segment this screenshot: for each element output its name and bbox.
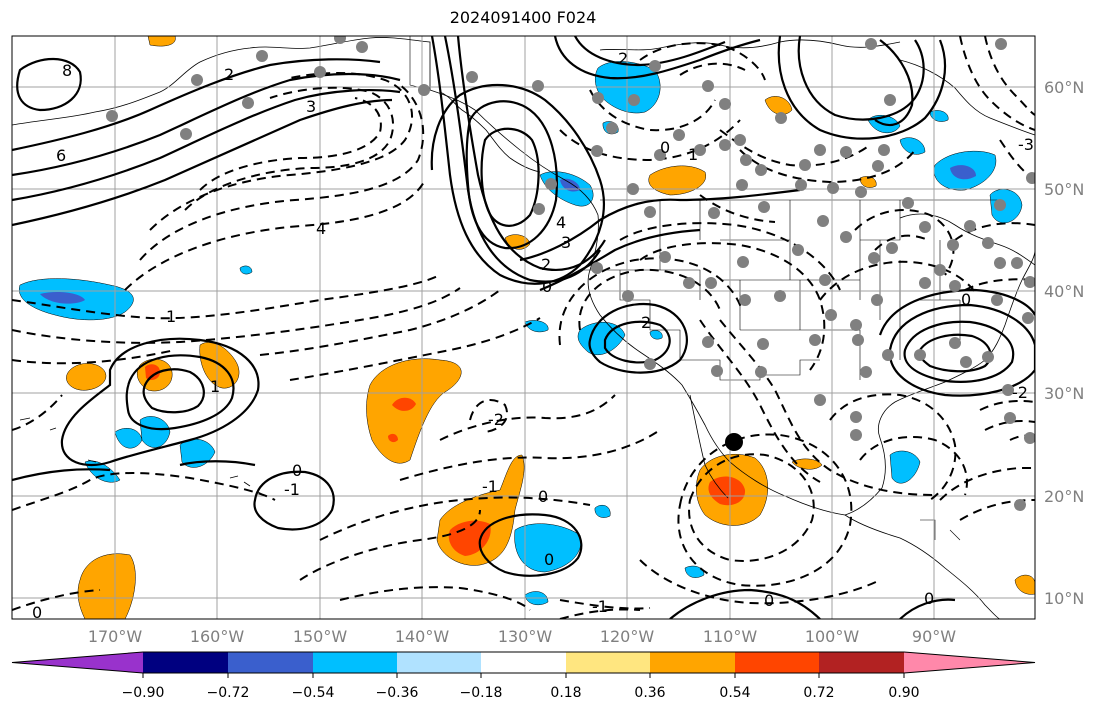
- lat-label-30n: 30°N: [1044, 384, 1084, 403]
- contour-label-4: 4: [316, 219, 326, 238]
- lat-label-20n: 20°N: [1044, 487, 1084, 506]
- contour-label-minus1-center: -1: [482, 477, 498, 496]
- colorbar: [11, 651, 1036, 674]
- colorbar-segment: [228, 652, 313, 673]
- contour-label-1: 1: [166, 307, 176, 326]
- station-dots: [106, 36, 1035, 511]
- positive-contours: [12, 36, 1035, 619]
- colorbar-tick-label: −0.54: [292, 685, 335, 701]
- contour-label-0-center: 0: [538, 487, 548, 506]
- lon-label-130w: 130°W: [498, 627, 553, 646]
- colorbar-tick-labels: −0.90 −0.72 −0.54 −0.36 −0.18 0.18 0.36 0.54 0.7…: [122, 673, 920, 701]
- lon-label-170w: 170°W: [88, 627, 143, 646]
- longitude-labels: 170°W 160°W 150°W 140°W 130°W 120°W 110°…: [88, 627, 956, 646]
- lat-label-10n: 10°N: [1044, 589, 1084, 608]
- contour-label-2-top: 2: [224, 65, 234, 84]
- lon-label-140w: 140°W: [395, 627, 450, 646]
- colorbar-tick-label: −0.90: [122, 685, 165, 701]
- colorbar-segment: [481, 652, 566, 673]
- colorbar-tick-label: 0.72: [803, 685, 834, 701]
- colorbar-segment: [397, 652, 481, 673]
- contour-label-8: 8: [62, 61, 72, 80]
- colorbar-extend-max: [904, 652, 1035, 673]
- contour-label-minus2: -2: [488, 410, 504, 429]
- contour-label-0-bottom: 0: [764, 591, 774, 610]
- contour-label-2: 2: [541, 255, 551, 274]
- contour-label-6: 6: [56, 146, 66, 165]
- contour-label-minus2-east: -2: [1012, 383, 1028, 402]
- contour-label-0-north: 0: [660, 138, 670, 157]
- colorbar-segment: [313, 652, 397, 673]
- map-area: [12, 36, 1035, 619]
- contour-label-3-coast: 3: [561, 233, 571, 252]
- contour-label-minus1-south: -1: [592, 597, 608, 616]
- contour-label-minus3: -3: [1018, 135, 1034, 154]
- map-frame: [11, 35, 1036, 620]
- lat-label-50n: 50°N: [1044, 180, 1084, 199]
- lon-label-110w: 110°W: [703, 627, 758, 646]
- latitude-labels: 60°N 50°N 40°N 30°N 20°N 10°N: [1044, 78, 1084, 608]
- colorbar-segment: [566, 652, 650, 673]
- colorbar-tick-label: 0.54: [719, 685, 750, 701]
- contour-label-0-gulf: 0: [924, 589, 934, 608]
- contour-label-2-socal: 2: [641, 313, 651, 332]
- contour-labels: 8 6 4 4 3 3 2 2 2 2 1 1 1 0 0 0 0 0 0 0 …: [32, 49, 1034, 622]
- lon-label-150w: 150°W: [293, 627, 348, 646]
- colorbar-tick-label: −0.18: [460, 685, 503, 701]
- contour-label-0-south: 0: [544, 550, 554, 569]
- negative-contours: [12, 36, 1035, 619]
- colorbar-tick-label: −0.72: [207, 685, 250, 701]
- lon-label-90w: 90°W: [912, 627, 956, 646]
- contour-label-1-west: 1: [210, 377, 220, 396]
- colorbar-tick-label: 0.18: [550, 685, 581, 701]
- contour-label-minus1: -1: [284, 480, 300, 499]
- lon-label-100w: 100°W: [805, 627, 860, 646]
- lat-label-40n: 40°N: [1044, 282, 1084, 301]
- contour-label-0-sw: 0: [32, 603, 42, 622]
- contour-label-3: 3: [306, 97, 316, 116]
- contour-label-0-east: 0: [961, 290, 971, 309]
- lon-label-160w: 160°W: [190, 627, 245, 646]
- colorbar-segment: [819, 652, 904, 673]
- contour-label-0-pacific: 0: [292, 461, 302, 480]
- contour-label-1-north: 1: [688, 145, 698, 164]
- plot-title: 2024091400 F024: [449, 8, 597, 27]
- location-marker: [725, 433, 743, 451]
- colorbar-tick-label: 0.36: [634, 685, 665, 701]
- colorbar-tick-label: 0.90: [888, 685, 919, 701]
- colorbar-tick-label: −0.36: [376, 685, 419, 701]
- lon-label-120w: 120°W: [600, 627, 655, 646]
- contour-label-0: 0: [542, 277, 552, 296]
- lat-label-60n: 60°N: [1044, 78, 1084, 97]
- contour-label-4-coast: 4: [556, 213, 566, 232]
- colorbar-extend-min: [12, 652, 143, 673]
- colorbar-segment: [143, 652, 228, 673]
- colorbar-segment: [650, 652, 735, 673]
- contour-label-2-canada: 2: [618, 49, 628, 68]
- colorbar-segment: [735, 652, 819, 673]
